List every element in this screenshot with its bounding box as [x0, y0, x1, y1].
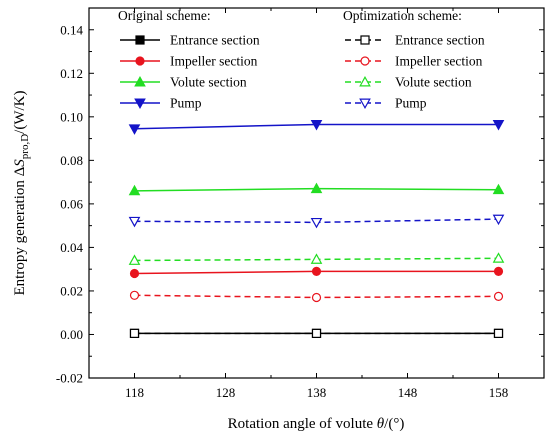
data-point [311, 328, 322, 338]
data-point [492, 214, 505, 226]
data-point [493, 328, 504, 338]
y-tick-label: 0.10 [60, 109, 83, 124]
axis-ticks: -0.02 0.00 0.02 0.04 0.06 0.08 0.10 0.12 0.14 118… [56, 8, 544, 400]
legend-entry: Volute section [120, 75, 247, 90]
y-tick-label: 0.04 [60, 240, 83, 255]
legend-label: Entrance section [395, 33, 485, 48]
legend-marker [135, 56, 145, 66]
legend-entry: Entrance section [120, 33, 260, 48]
legend-label: Impeller section [395, 54, 483, 69]
data-point [492, 252, 505, 263]
legend-entry: Pump [120, 96, 202, 111]
y-tick-label: 0.12 [60, 66, 83, 81]
legend-entry: Pump [345, 96, 427, 111]
legend-group-title: Optimization scheme: [343, 8, 462, 23]
data-point [310, 120, 323, 131]
y-tick-label: 0.08 [60, 153, 83, 168]
legend-label: Volute section [170, 75, 247, 90]
data-point [310, 182, 323, 194]
data-point [129, 328, 140, 338]
data-point [129, 268, 140, 279]
x-tick-label: 128 [216, 385, 236, 400]
data-point [310, 253, 323, 264]
series [128, 252, 505, 265]
series-layer [128, 120, 505, 338]
data-point [492, 120, 505, 131]
series [129, 290, 504, 303]
data-point [311, 266, 322, 276]
data-point [310, 217, 323, 229]
data-point [129, 290, 140, 300]
series [128, 182, 505, 196]
legend-label: Impeller section [170, 54, 258, 69]
legend-group-title: Original scheme: [118, 8, 211, 23]
legend-marker [359, 75, 371, 87]
data-point [128, 184, 141, 196]
legend-marker [134, 98, 146, 110]
legend-marker [134, 75, 146, 87]
legend-entry: Impeller section [120, 54, 258, 69]
legend-entry: Impeller section [345, 54, 483, 69]
series [128, 214, 505, 229]
x-tick-label: 138 [307, 385, 327, 400]
series [128, 120, 505, 135]
legend-marker [360, 56, 370, 66]
y-tick-label: 0.02 [60, 283, 83, 298]
y-tick-label: 0.00 [60, 327, 83, 342]
y-tick-label: -0.02 [56, 371, 83, 386]
series [129, 266, 504, 279]
legend-label: Volute section [395, 75, 472, 90]
data-point [493, 266, 504, 276]
series [129, 328, 504, 338]
data-point [128, 124, 141, 135]
y-axis-title: Entropy generation ΔSpro,D/(W/K) [12, 91, 31, 296]
legend-marker [135, 35, 145, 45]
y-tick-label: 0.14 [60, 22, 83, 37]
x-tick-label: 158 [489, 385, 509, 400]
legend-label: Pump [170, 96, 202, 111]
legend-entry: Volute section [345, 75, 472, 90]
legend: Original scheme: Optimization scheme: Entr… [118, 8, 485, 111]
data-point [128, 254, 141, 265]
legend-marker [360, 35, 370, 45]
x-tick-label: 118 [125, 385, 144, 400]
legend-label: Pump [395, 96, 427, 111]
data-point [128, 216, 141, 228]
data-point [493, 291, 504, 301]
legend-marker [359, 98, 371, 110]
x-tick-label: 148 [398, 385, 418, 400]
x-axis-title: Rotation angle of volute θ/(°) [228, 416, 405, 432]
legend-label: Entrance section [170, 33, 260, 48]
data-point [311, 292, 322, 303]
y-tick-label: 0.06 [60, 196, 83, 211]
data-point [492, 183, 505, 195]
legend-entry: Entrance section [345, 33, 485, 48]
